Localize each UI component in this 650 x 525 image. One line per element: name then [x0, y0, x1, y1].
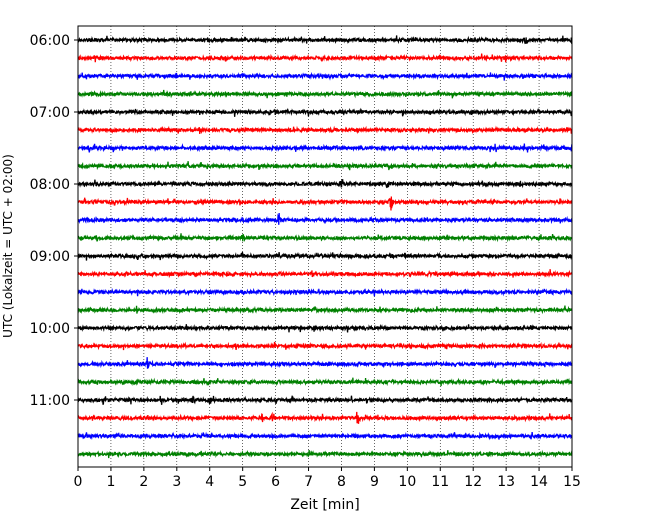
- y-tick-label: 08:00: [30, 177, 70, 193]
- trace-0945: [77, 305, 573, 315]
- trace-0830: [77, 213, 573, 225]
- trace-0815: [77, 196, 573, 211]
- plot-frame: [77, 25, 573, 468]
- trace-0600: [77, 35, 573, 45]
- x-tick-label: 12: [464, 474, 482, 490]
- trace-1015: [77, 341, 573, 351]
- trace-0915: [77, 269, 573, 279]
- trace-0630: [77, 71, 573, 81]
- trace-1115: [77, 411, 573, 424]
- x-tick-label: 3: [172, 474, 181, 490]
- trace-0730: [77, 143, 573, 153]
- x-tick-label: 10: [398, 474, 416, 490]
- y-tick-label: 06:00: [30, 33, 70, 49]
- x-tick-label: 0: [74, 474, 83, 490]
- y-tick-label: 09:00: [30, 249, 70, 265]
- y-tick-label: 10:00: [30, 321, 70, 337]
- trace-0930: [77, 287, 573, 297]
- trace-0700: [77, 107, 573, 117]
- x-axis: 0 1 2 3 4 5 6 7 8 9 10 11 12 13 14 15: [74, 467, 581, 490]
- trace-1100: [77, 395, 573, 405]
- plot-background: [78, 26, 572, 467]
- x-tick-label: 9: [370, 474, 379, 490]
- y-tick-label: 11:00: [30, 393, 70, 409]
- trace-0800: [77, 178, 573, 189]
- x-tick-label: 5: [238, 474, 247, 490]
- y-tick-label: 07:00: [30, 105, 70, 121]
- trace-1130: [77, 431, 573, 441]
- trace-1045: [77, 377, 573, 387]
- x-tick-label: 8: [337, 474, 346, 490]
- x-tick-label: 14: [530, 474, 548, 490]
- trace-1030: [77, 357, 573, 369]
- trace-0745: [77, 161, 573, 171]
- trace-0715: [77, 125, 573, 135]
- trace-0615: [77, 53, 573, 63]
- x-tick-label: 1: [106, 474, 115, 490]
- x-tick-label: 11: [431, 474, 449, 490]
- x-tick-label: 4: [205, 474, 214, 490]
- x-tick-label: 13: [497, 474, 515, 490]
- x-tick-label: 2: [139, 474, 148, 490]
- trace-0900: [77, 251, 573, 261]
- x-tick-label: 15: [563, 474, 581, 490]
- trace-0845: [77, 233, 573, 243]
- trace-0645: [77, 89, 573, 99]
- trace-1000: [77, 323, 573, 333]
- trace-1145: [77, 449, 573, 459]
- x-tick-label: 6: [271, 474, 280, 490]
- y-axis: 06:00 07:00 08:00 09:00 10:00 11:00: [30, 33, 78, 409]
- trace-layer: [77, 35, 573, 459]
- x-tick-label: 7: [304, 474, 313, 490]
- x-axis-label: Zeit [min]: [290, 497, 359, 513]
- y-axis-label: UTC (Lokalzeit = UTC + 02:00): [1, 154, 15, 338]
